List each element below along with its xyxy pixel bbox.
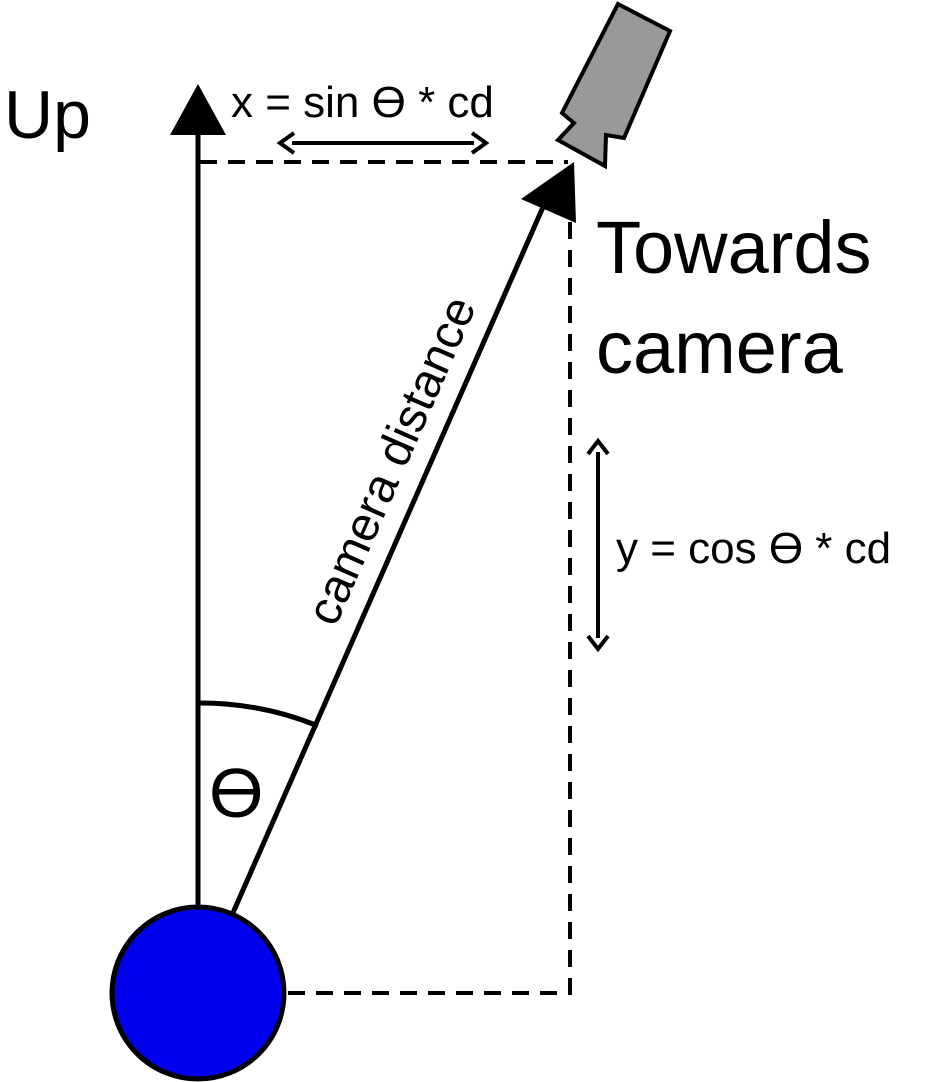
towards-camera-label-line2: camera xyxy=(596,306,844,389)
theta-arc xyxy=(199,700,319,729)
subject-ball xyxy=(109,904,287,1082)
y-measure-arrow xyxy=(586,437,610,653)
y-formula-label: y = cos ϴ * cd xyxy=(616,524,891,573)
camera-distance-line xyxy=(229,196,550,917)
theta-label: ϴ xyxy=(209,754,263,832)
camera-distance-arrowhead xyxy=(521,162,576,223)
camera-icon xyxy=(554,1,673,170)
up-arrowhead xyxy=(170,84,226,135)
towards-camera-label-line1: Towards xyxy=(596,206,872,289)
up-label: Up xyxy=(4,77,91,153)
x-formula-label: x = sin ϴ * cd xyxy=(231,78,494,127)
x-measure-arrow xyxy=(276,131,490,155)
camera-distance-label: camera distance xyxy=(297,289,487,633)
